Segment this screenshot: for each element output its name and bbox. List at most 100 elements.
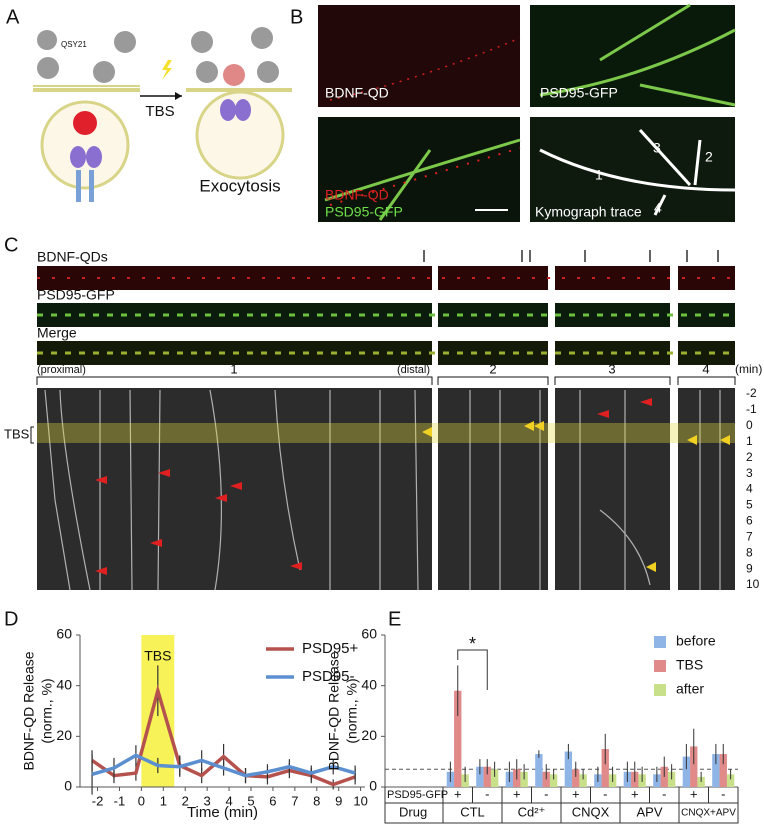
category-label: -	[544, 786, 548, 801]
legend-label: before	[676, 633, 716, 649]
bar	[476, 766, 484, 787]
row-label: Drug	[399, 804, 427, 819]
y-tick-label: 20	[361, 727, 377, 743]
x-tick-label: 0	[138, 793, 145, 808]
category-label: +	[690, 786, 698, 801]
schematic-label: TBS	[145, 103, 174, 120]
x-tick-label: 9	[335, 793, 342, 808]
bar	[564, 751, 573, 787]
y-tick-label: 40	[56, 676, 72, 692]
bar	[690, 746, 698, 787]
x-tick-label: 4	[225, 793, 232, 808]
y-tick-label: 20	[56, 727, 72, 743]
time-tick-label: -1	[746, 402, 757, 416]
kymograph	[30, 388, 735, 591]
category-label: -	[721, 786, 725, 801]
category-label: -	[603, 786, 607, 801]
category-label: -	[662, 786, 666, 801]
segment-label: 1	[230, 361, 237, 376]
y-tick-label: 40	[361, 676, 377, 692]
annotation: *	[469, 634, 476, 654]
row-label: BDNF-QDs	[37, 249, 108, 265]
image-label: BDNF-QD	[325, 187, 389, 203]
time-tick-label: 1	[746, 434, 753, 448]
image-label: BDNF-QD	[325, 85, 389, 101]
time-tick-label: 6	[746, 514, 753, 528]
x-tick-label: -1	[114, 793, 126, 808]
y-axis-label: (norm., %)	[344, 678, 360, 743]
legend-swatch	[654, 660, 666, 672]
x-tick-label: 3	[204, 793, 211, 808]
schematic	[33, 27, 292, 202]
y-axis-label: BDNF-QD Release	[326, 651, 342, 770]
time-tick-label: 0	[746, 418, 753, 432]
bar	[483, 766, 491, 787]
row-label: PSD95-GFP	[37, 287, 115, 303]
time-tick-label: 7	[746, 529, 753, 543]
x-tick-label: 2	[182, 793, 189, 808]
group-label: Cd²⁺	[518, 804, 546, 819]
bar	[719, 754, 727, 787]
x-axis-label: Time (min)	[187, 804, 258, 821]
y-axis-label: BDNF-QD Release	[21, 651, 37, 770]
y-tick-label: 0	[369, 778, 377, 794]
category-label: +	[572, 786, 580, 801]
x-tick-label: 6	[269, 793, 276, 808]
micrograph	[318, 3, 736, 222]
row-label: Merge	[37, 325, 77, 341]
image-strips	[36, 250, 736, 385]
trace-number: 3	[653, 140, 661, 156]
category-label: -	[485, 786, 489, 801]
bar	[682, 756, 691, 787]
panel-label: B	[290, 6, 303, 28]
bar	[535, 754, 543, 787]
time-tick-label: 8	[746, 545, 753, 559]
category-label: +	[631, 786, 639, 801]
time-tick-label: 10	[746, 577, 760, 591]
legend-label: PSD95+	[302, 640, 359, 657]
annotation: TBS	[144, 648, 171, 664]
y-tick-label: 60	[56, 626, 72, 642]
time-tick-label: 5	[746, 498, 753, 512]
trace-number: 2	[705, 149, 713, 165]
y-axis-label: (norm., %)	[39, 678, 55, 743]
bar	[454, 690, 462, 787]
bar	[490, 769, 499, 787]
time-tick-label: 4	[746, 482, 753, 496]
segment-label: 4	[702, 361, 709, 376]
time-tick-label: 2	[746, 450, 753, 464]
x-tick-label: 5	[247, 793, 254, 808]
legend-label: PSD95-	[302, 668, 355, 685]
bar	[712, 754, 720, 787]
group-label: CTL	[460, 804, 485, 819]
time-tick-label: 9	[746, 561, 753, 575]
x-tick-label: 8	[313, 793, 320, 808]
time-tick-label: -2	[746, 386, 757, 400]
segment-label: 3	[608, 361, 615, 376]
image-label: PSD95-GFP	[540, 85, 618, 101]
row-label: PSD95-GFP	[387, 789, 448, 801]
category-label: +	[513, 786, 521, 801]
legend-swatch	[654, 636, 666, 648]
trace-number: 1	[595, 167, 603, 183]
y-tick-label: 0	[64, 778, 72, 794]
legend-label: after	[676, 681, 704, 697]
axis-note: (distal)	[397, 364, 430, 376]
category-label: +	[454, 786, 462, 801]
x-tick-label: -2	[92, 793, 104, 808]
x-tick-label: 7	[291, 793, 298, 808]
image-label: Kymograph trace	[535, 204, 642, 220]
axis-note: TBS	[4, 426, 30, 441]
panel-label: C	[4, 234, 18, 256]
axis-note: (proximal)	[37, 364, 86, 376]
time-tick-label: 3	[746, 466, 753, 480]
panel-label: D	[4, 608, 18, 630]
trace-number: 4	[654, 200, 662, 216]
group-label: CNQX	[572, 804, 610, 819]
image-label: PSD95-GFP	[325, 204, 403, 220]
bar	[572, 769, 580, 787]
segment-label: 2	[489, 361, 496, 376]
series-line	[91, 753, 356, 778]
y-tick-label: 60	[361, 626, 377, 642]
